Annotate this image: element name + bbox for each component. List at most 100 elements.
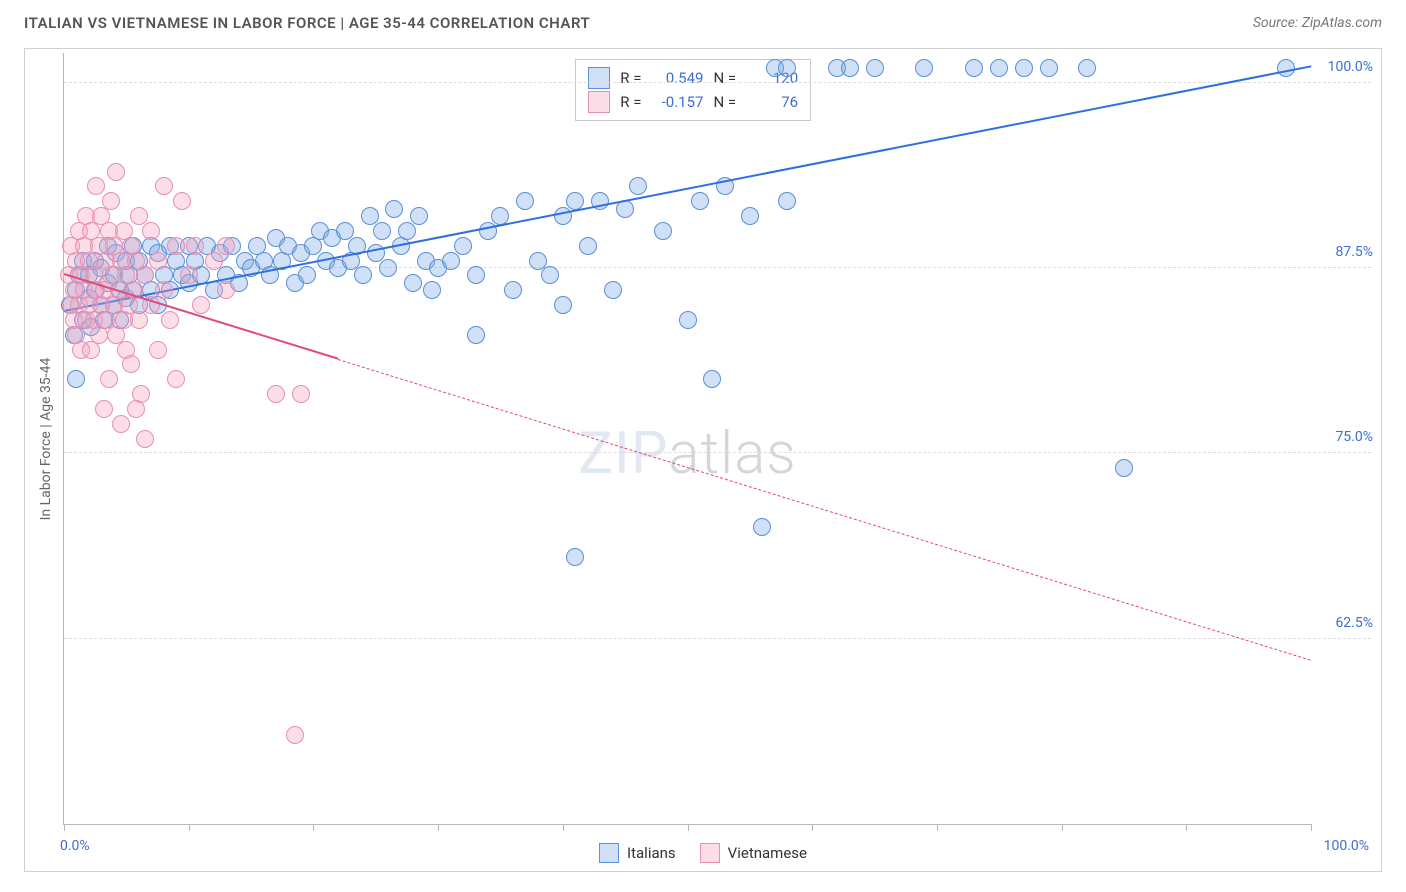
data-point bbox=[142, 222, 160, 240]
chart-container: In Labor Force | Age 35-44 ZIPatlas R = … bbox=[24, 48, 1382, 872]
data-point bbox=[529, 252, 547, 270]
legend-item-vietnamese: Vietnamese bbox=[700, 843, 807, 863]
n-label: N = bbox=[713, 66, 736, 90]
gridline bbox=[64, 638, 1371, 639]
chart-header: ITALIAN VS VIETNAMESE IN LABOR FORCE | A… bbox=[0, 0, 1406, 42]
data-point bbox=[504, 281, 522, 299]
data-point bbox=[467, 266, 485, 284]
data-point bbox=[186, 237, 204, 255]
data-point bbox=[554, 296, 572, 314]
data-point bbox=[841, 59, 859, 77]
data-point bbox=[385, 200, 403, 218]
x-tick bbox=[688, 824, 689, 831]
data-point bbox=[778, 59, 796, 77]
x-tick bbox=[189, 824, 190, 831]
x-label-left: 0.0% bbox=[60, 838, 90, 854]
r-value-vietnamese: -0.157 bbox=[651, 90, 703, 114]
x-tick bbox=[1311, 824, 1312, 831]
data-point bbox=[703, 370, 721, 388]
data-point bbox=[398, 222, 416, 240]
data-point bbox=[87, 177, 105, 195]
n-value-vietnamese: 76 bbox=[746, 90, 798, 114]
r-label: R = bbox=[620, 90, 641, 114]
data-point bbox=[629, 177, 647, 195]
data-point bbox=[167, 370, 185, 388]
x-tick bbox=[812, 824, 813, 831]
data-point bbox=[410, 207, 428, 225]
data-point bbox=[566, 548, 584, 566]
data-point bbox=[173, 192, 191, 210]
watermark-zip: ZIP bbox=[578, 420, 668, 488]
data-point bbox=[286, 726, 304, 744]
x-tick bbox=[438, 824, 439, 831]
data-point bbox=[404, 274, 422, 292]
y-tick-label: 62.5% bbox=[1335, 615, 1373, 631]
x-tick bbox=[937, 824, 938, 831]
r-label: R = bbox=[620, 66, 641, 90]
legend-label-vietnamese: Vietnamese bbox=[728, 844, 807, 862]
data-point bbox=[107, 163, 125, 181]
data-point bbox=[541, 266, 559, 284]
data-point bbox=[741, 207, 759, 225]
data-point bbox=[122, 355, 140, 373]
data-point bbox=[130, 311, 148, 329]
data-point bbox=[149, 252, 167, 270]
data-point bbox=[155, 177, 173, 195]
n-label: N = bbox=[713, 90, 736, 114]
data-point bbox=[1015, 59, 1033, 77]
data-point bbox=[915, 59, 933, 77]
legend-swatch-vietnamese bbox=[700, 843, 720, 863]
watermark: ZIPatlas bbox=[578, 420, 796, 488]
data-point bbox=[454, 237, 472, 255]
data-point bbox=[579, 237, 597, 255]
data-point bbox=[167, 237, 185, 255]
data-point bbox=[361, 207, 379, 225]
x-tick bbox=[313, 824, 314, 831]
data-point bbox=[604, 281, 622, 299]
data-point bbox=[354, 266, 372, 284]
y-axis-title: In Labor Force | Age 35-44 bbox=[38, 357, 54, 520]
data-point bbox=[149, 341, 167, 359]
watermark-atlas: atlas bbox=[668, 420, 796, 488]
data-point bbox=[298, 266, 316, 284]
legend-item-italians: Italians bbox=[599, 843, 676, 863]
data-point bbox=[217, 281, 235, 299]
data-point bbox=[100, 370, 118, 388]
data-point bbox=[442, 252, 460, 270]
y-tick-label: 75.0% bbox=[1335, 429, 1373, 445]
data-point bbox=[679, 311, 697, 329]
data-point bbox=[67, 370, 85, 388]
data-point bbox=[373, 222, 391, 240]
data-point bbox=[778, 192, 796, 210]
gridline bbox=[64, 82, 1371, 83]
data-point bbox=[132, 385, 150, 403]
legend-label-italians: Italians bbox=[627, 844, 676, 862]
r-value-italians: 0.549 bbox=[651, 66, 703, 90]
data-point bbox=[136, 266, 154, 284]
data-point bbox=[205, 252, 223, 270]
data-point bbox=[1078, 59, 1096, 77]
data-point bbox=[292, 385, 310, 403]
plot-area: In Labor Force | Age 35-44 ZIPatlas R = … bbox=[63, 53, 1311, 825]
data-point bbox=[180, 266, 198, 284]
data-point bbox=[866, 59, 884, 77]
data-point bbox=[753, 518, 771, 536]
y-tick-label: 87.5% bbox=[1335, 244, 1373, 260]
legend-swatch-italians bbox=[599, 843, 619, 863]
stats-row-vietnamese: R = -0.157 N = 76 bbox=[588, 90, 798, 114]
x-tick bbox=[1062, 824, 1063, 831]
bottom-legend: Italians Vietnamese bbox=[599, 843, 807, 863]
data-point bbox=[192, 296, 210, 314]
y-tick-label: 100.0% bbox=[1328, 59, 1373, 75]
swatch-vietnamese bbox=[588, 91, 610, 113]
x-tick bbox=[64, 824, 65, 831]
data-point bbox=[95, 400, 113, 418]
swatch-italians bbox=[588, 67, 610, 89]
data-point bbox=[516, 192, 534, 210]
gridline bbox=[64, 452, 1371, 453]
chart-source: Source: ZipAtlas.com bbox=[1253, 15, 1382, 31]
data-point bbox=[467, 326, 485, 344]
data-point bbox=[654, 222, 672, 240]
trend-line bbox=[338, 359, 1311, 661]
data-point bbox=[423, 281, 441, 299]
